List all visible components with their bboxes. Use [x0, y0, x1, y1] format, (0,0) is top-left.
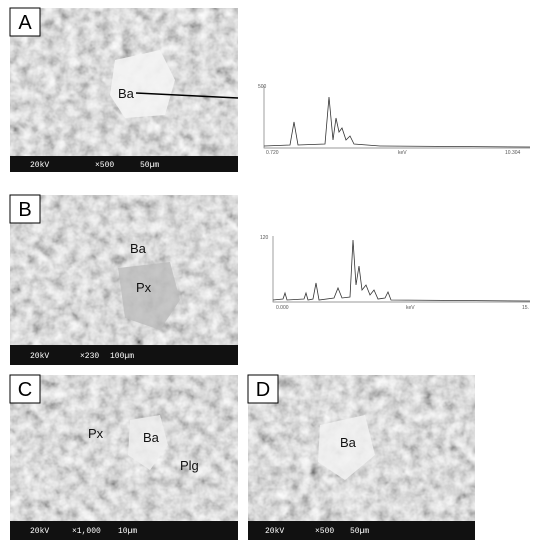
magnification: ×500 [95, 161, 114, 170]
voltage: 20kV [30, 352, 49, 361]
x-right: 15. [522, 305, 529, 311]
sem-image [10, 375, 238, 521]
scale-length: 100µm [110, 352, 134, 361]
magnification: ×500 [315, 527, 334, 536]
voltage: 20kV [265, 527, 284, 536]
mineral-label: Ba [118, 86, 135, 101]
x-right: 10.304 [505, 150, 521, 156]
x-left: 0.720 [266, 150, 279, 156]
mineral-label: Ba [143, 430, 160, 445]
mineral-label: Px [136, 280, 152, 295]
scale-length: 50µm [350, 527, 369, 536]
spectrum: 500 0.720 keV 10.304 [258, 84, 530, 156]
scale-length: 50µm [140, 161, 159, 170]
x-mid: keV [406, 305, 415, 311]
panel-letter: D [256, 379, 270, 401]
panel-d: D Ba 20kV ×500 50µm [248, 375, 475, 540]
voltage: 20kV [30, 527, 49, 536]
x-mid: keV [398, 150, 407, 156]
y-top: 500 [258, 84, 267, 90]
mineral-label: Plg [180, 458, 199, 473]
voltage: 20kV [30, 161, 49, 170]
panel-letter: B [18, 199, 31, 221]
panel-letter: A [18, 12, 32, 34]
x-left: 0.000 [276, 305, 289, 311]
panel-b: B Ba Px 20kV ×230 100µm 120 0.000 keV 15… [10, 195, 530, 365]
panel-letter: C [18, 379, 32, 401]
magnification: ×230 [80, 352, 99, 361]
spectrum: 120 0.000 keV 15. [260, 235, 530, 311]
y-top: 120 [260, 235, 269, 241]
panel-c: C Px Ba Plg 20kV ×1,000 10µm [10, 375, 238, 540]
mineral-label: Ba [130, 241, 147, 256]
scale-length: 10µm [118, 527, 137, 536]
mineral-label: Px [88, 426, 104, 441]
panel-a: A Ba 20kV ×500 50µm 500 0.720 keV 10.304 [10, 8, 530, 172]
magnification: ×1,000 [72, 527, 101, 536]
figure: A Ba 20kV ×500 50µm 500 0.720 keV 10.304… [0, 0, 536, 543]
mineral-label: Ba [340, 435, 357, 450]
